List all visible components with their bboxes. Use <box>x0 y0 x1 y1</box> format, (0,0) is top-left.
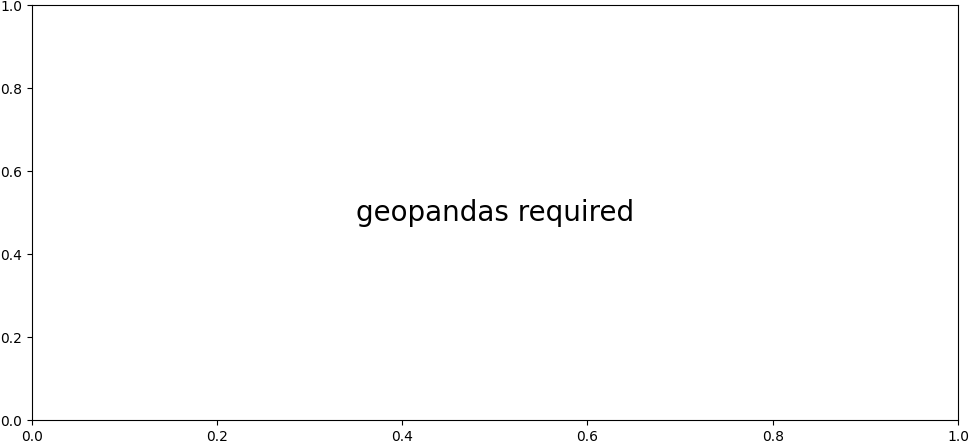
Text: geopandas required: geopandas required <box>356 199 634 227</box>
